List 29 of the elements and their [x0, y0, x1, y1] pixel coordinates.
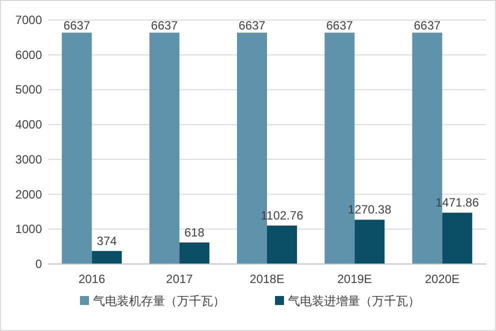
data-label: 6637 — [63, 18, 90, 33]
bar — [267, 226, 297, 264]
y-tick-label: 1000 — [15, 222, 42, 236]
data-label: 6637 — [326, 18, 354, 33]
y-tick-label: 4000 — [15, 118, 42, 132]
bar — [62, 32, 92, 264]
bar — [442, 212, 472, 264]
y-tick-label: 5000 — [15, 82, 42, 97]
bar — [149, 32, 180, 264]
x-tick-label: 2016 — [78, 272, 106, 286]
y-tick-label: 7000 — [15, 13, 42, 27]
data-label: 6637 — [238, 18, 266, 33]
x-tick-label: 2017 — [166, 272, 194, 286]
y-tick-label: 6000 — [15, 48, 42, 62]
data-label: 6637 — [151, 18, 178, 33]
legend-label: 气电装机存量（万千瓦） — [93, 294, 225, 308]
data-label: 374 — [96, 234, 118, 248]
bar — [179, 242, 210, 264]
data-label: 6637 — [414, 18, 441, 33]
data-label: 618 — [184, 225, 205, 240]
y-tick-label: 3000 — [15, 152, 42, 166]
legend-label: 气电装进增量（万千瓦） — [288, 294, 420, 308]
x-tick-label: 2020E — [424, 272, 460, 286]
y-tick-label: 2000 — [15, 187, 42, 202]
bar — [92, 250, 122, 264]
x-tick-label: 2018E — [250, 272, 284, 286]
bar — [354, 220, 385, 264]
x-tick-label: 2019E — [337, 272, 372, 286]
y-tick-label: 0 — [35, 257, 42, 271]
